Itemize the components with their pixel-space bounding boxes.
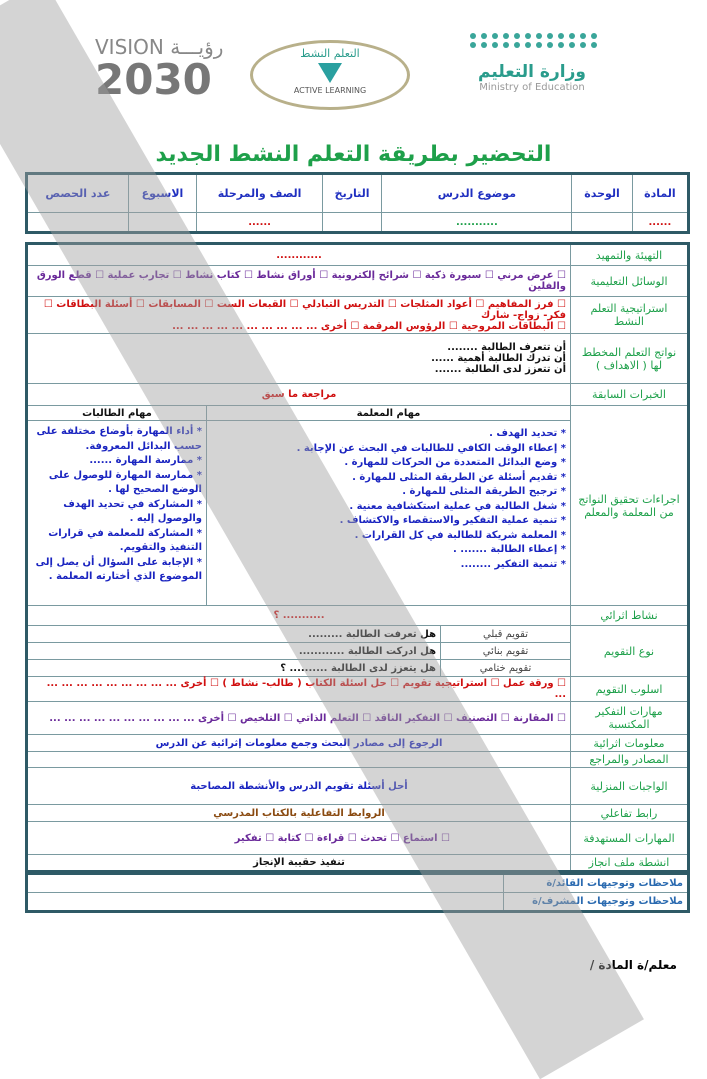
label-supervisor-notes: ملاحظات وتوجيهات المشرف/ة bbox=[503, 892, 689, 912]
value-prior[interactable]: مراجعة ما سبق bbox=[26, 383, 571, 406]
strategy-line-1: ☐ فرز المفاهيم ☐ أعواد المثلجات ☐ التدري… bbox=[43, 298, 566, 321]
outcome-item: أن تتعزز لدى الطالبة ....... bbox=[434, 364, 566, 375]
teacher-task: * وضع البدائل المتعددة من الحركات للمهار… bbox=[344, 457, 566, 468]
header-topic: موضوع الدرس bbox=[381, 173, 573, 213]
header-unit: الوحدة bbox=[571, 173, 633, 213]
value-thinking[interactable]: ☐ المقارنة ☐ التصنيف ☐ التفكير الناقد ☐ … bbox=[26, 701, 571, 735]
ministry-name-ar: وزارة التعليم bbox=[478, 62, 586, 82]
teacher-task: * المعلمة شريكة للطالبة في كل القرارات . bbox=[354, 529, 566, 541]
header-grade: الصف والمرحلة bbox=[196, 173, 323, 213]
teacher-task: * إعطاء الوقت الكافي للطالبات في البحث ع… bbox=[296, 442, 566, 454]
active-learning-en: ACTIVE LEARNING bbox=[293, 86, 367, 95]
assessment-type: تقويم قبلي bbox=[440, 625, 571, 643]
value-skills[interactable]: ☐ استماع ☐ تحدث ☐ قراءة ☐ كتابة ☐ تفكير bbox=[26, 821, 571, 855]
value-unit[interactable] bbox=[571, 212, 633, 233]
strategy-line-2: ☐ البطاقات المروحية ☐ الرؤوس المرقمة ☐ أ… bbox=[172, 320, 566, 332]
header-periods: عدد الحصص bbox=[26, 173, 129, 213]
label-link: رابط تفاعلي bbox=[570, 804, 689, 822]
value-outcomes[interactable]: أن تتعرف الطالبة ........ أن تدرك الطالبة… bbox=[26, 333, 571, 384]
label-procedures: اجراءات تحقيق النواتج من المعلمة والمعلم bbox=[570, 405, 689, 606]
header-week: الاسبوع bbox=[127, 173, 198, 213]
label-principal-notes: ملاحظات وتوجيهات القائد/ة bbox=[503, 873, 689, 893]
value-info-enrich[interactable]: الرجوع إلى مصادر البحث وجمع معلومات إثرا… bbox=[26, 734, 571, 752]
label-info-enrich: معلومات اثرائية bbox=[570, 734, 689, 752]
page-title: التحضير بطريقة التعلم النشط الجديد bbox=[155, 142, 552, 167]
notes-table: ملاحظات وتوجيهات القائد/ة ملاحظات وتوجيه… bbox=[25, 872, 690, 913]
active-learning-ar: التعلم النشط bbox=[300, 47, 360, 60]
label-homework: الواجبات المنزلية bbox=[570, 767, 689, 805]
vision-number: 2030 bbox=[95, 55, 212, 104]
label-aids: الوسائل التعليمية bbox=[570, 265, 689, 297]
value-periods[interactable] bbox=[26, 212, 129, 233]
value-grade[interactable]: ...... bbox=[196, 212, 323, 233]
label-intro: التهيئة والتمهيد bbox=[570, 243, 689, 266]
teacher-task: * تقديم أسئلة عن الطريقة المثلى للمهارة … bbox=[352, 471, 566, 483]
label-assessment-style: اسلوب التقويم bbox=[570, 676, 689, 702]
value-portfolio[interactable]: تنفيذ حقيبة الإنجاز bbox=[26, 854, 571, 872]
value-enrich[interactable]: ........... ؟ bbox=[26, 605, 571, 626]
lesson-info-table: المادة الوحدة موضوع الدرس التاريخ الصف و… bbox=[25, 172, 690, 234]
header-subject: المادة bbox=[631, 173, 690, 213]
value-strategy[interactable]: ☐ فرز المفاهيم ☐ أعواد المثلجات ☐ التدري… bbox=[26, 296, 571, 334]
student-task: * ممارسة المهارة ...... bbox=[89, 455, 202, 466]
ministry-name-en: Ministry of Education bbox=[479, 82, 585, 93]
label-skills: المهارات المستهدفة bbox=[570, 821, 689, 855]
student-task: * المشاركة للمعلمة في قرارات التنفيذ وال… bbox=[48, 527, 202, 554]
value-sources[interactable] bbox=[26, 751, 571, 768]
teacher-task: * تنمية التفكير ........ bbox=[460, 558, 566, 570]
value-week[interactable] bbox=[127, 212, 198, 233]
teacher-task: * ترجيح الطريقة المثلى للمهارة . bbox=[402, 486, 566, 497]
principal-notes-field[interactable] bbox=[26, 873, 504, 893]
vision-2030-logo: VISION رؤيـــة 2030 bbox=[95, 35, 223, 101]
vision-word: VISION رؤيـــة bbox=[95, 35, 224, 59]
assessment-question[interactable]: هل يتعزز لدى الطالبة .......... ؟ bbox=[26, 659, 441, 677]
student-task: * أداء المهارة بأوضاع مختلفة على حسب الب… bbox=[36, 426, 202, 452]
header-date: التاريخ bbox=[321, 173, 383, 213]
student-task: * الإجابة على السؤال أن يصل إلى الموضوع … bbox=[35, 556, 202, 583]
teacher-tasks-header: مهام المعلمة bbox=[206, 405, 571, 421]
teacher-task: * تحديد الهدف . bbox=[489, 428, 566, 439]
label-sources: المصادر والمراجع bbox=[570, 751, 689, 768]
value-topic[interactable]: ........... bbox=[381, 212, 573, 233]
label-portfolio: انشطة ملف انجاز bbox=[570, 854, 689, 872]
lesson-plan-table: التهيئة والتمهيد............ الوسائل الت… bbox=[25, 242, 690, 873]
value-intro[interactable]: ............ bbox=[26, 243, 571, 266]
active-learning-logo: التعلم النشط ACTIVE LEARNING bbox=[250, 40, 410, 110]
assessment-question[interactable]: هل تعرفت الطالبة ......... bbox=[26, 625, 441, 643]
supervisor-notes-field[interactable] bbox=[26, 892, 504, 912]
label-assessment: نوع التقويم bbox=[570, 625, 689, 677]
teacher-task: * إعطاء الطالبة ....... . bbox=[453, 544, 566, 555]
student-task: * المشاركة في تحديد الهدف والوصول إليه . bbox=[63, 498, 202, 525]
header-logos: وزارة التعليم Ministry of Education التع… bbox=[0, 25, 707, 125]
value-date[interactable] bbox=[321, 212, 383, 233]
teacher-task: * شغل الطالبة في عملية استكشافية معنية . bbox=[349, 500, 566, 512]
ministry-logo: وزارة التعليم Ministry of Education bbox=[467, 33, 597, 93]
student-tasks[interactable]: * أداء المهارة بأوضاع مختلفة على حسب الب… bbox=[26, 420, 207, 606]
student-tasks-header: مهام الطالبات bbox=[26, 405, 207, 421]
value-homework[interactable]: أحل أسئلة تقويم الدرس والأنشطة المصاحبة bbox=[26, 767, 571, 805]
outcome-item: أن تتعرف الطالبة ........ bbox=[447, 342, 566, 353]
value-subject[interactable]: ...... bbox=[631, 212, 690, 233]
outcome-item: أن تدرك الطالبة أهمية ...... bbox=[431, 353, 566, 364]
label-thinking: مهارات التفكير المكتسبة bbox=[570, 701, 689, 735]
teacher-signature: معلم/ة المادة / bbox=[589, 958, 677, 972]
assessment-question[interactable]: هل ادركت الطالبة ............ bbox=[26, 642, 441, 660]
label-outcomes: نواتج التعلم المخطط لها ( الاهداف ) bbox=[570, 333, 689, 384]
value-aids[interactable]: ☐ عرض مرني ☐ سبورة ذكية ☐ شرائح إلكتروني… bbox=[26, 265, 571, 297]
student-task: * ممارسة المهارة للوصول على الوضع الصحيح… bbox=[48, 469, 202, 496]
assessment-type: تقويم بنائي bbox=[440, 642, 571, 660]
assessment-type: تقويم ختامي bbox=[440, 659, 571, 677]
teacher-tasks[interactable]: * تحديد الهدف . * إعطاء الوقت الكافي للطا… bbox=[206, 420, 571, 606]
value-link[interactable]: الروابط التفاعلية بالكتاب المدرسي bbox=[26, 804, 571, 822]
label-enrich: نشاط اثرائي bbox=[570, 605, 689, 626]
teacher-task: * تنمية عملية التفكير والاستقصاء والاكتش… bbox=[339, 515, 566, 526]
label-strategy: استراتيجية التعلم النشط bbox=[570, 296, 689, 334]
value-assessment-style[interactable]: ☐ ورقة عمل ☐ استراتيجية تقويم ☐ حل اسئلة… bbox=[26, 676, 571, 702]
label-prior: الخبرات السابقة bbox=[570, 383, 689, 406]
